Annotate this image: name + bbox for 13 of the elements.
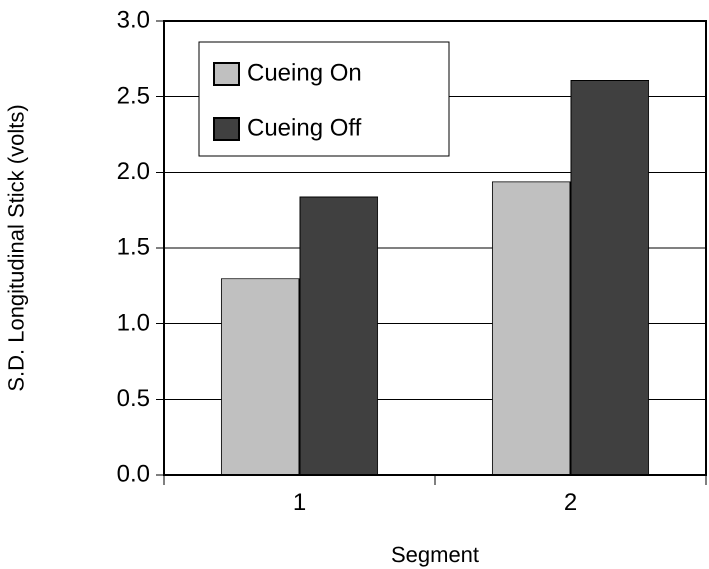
y-tick-label: 2.0 [116,158,150,185]
y-tick-label: 1.5 [116,234,150,261]
x-tick-label: 1 [292,489,306,516]
y-tick-label: 0.5 [116,384,150,412]
y-tick-label: 0.0 [116,460,150,488]
x-tick-label: 2 [564,489,578,516]
legend-label: Cueing On [247,60,362,87]
y-tick-label: 1.0 [116,309,150,336]
legend-label: Cueing Off [247,114,362,142]
y-axis-title: S.D. Longitudinal Stick (volts) [3,104,28,392]
y-tick-label: 3.0 [116,6,150,34]
x-axis-title: Segment [390,542,480,567]
y-tick-label: 2.5 [116,82,150,110]
